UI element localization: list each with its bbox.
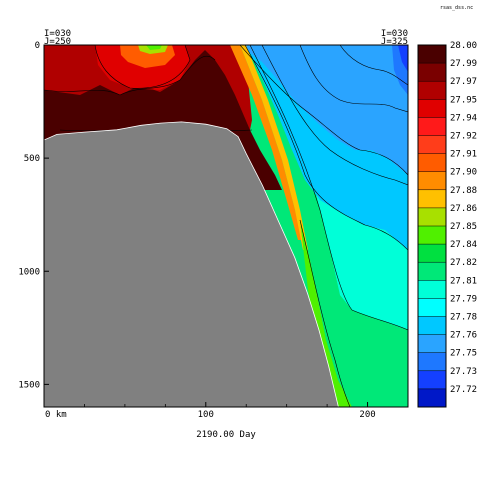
colorbar-label: 27.82 (450, 258, 477, 268)
colorbar-label: 27.97 (450, 77, 477, 87)
colorbar-label: 27.75 (450, 349, 477, 359)
colorbar-swatch (418, 207, 446, 227)
y-tick-label: 1500 (18, 380, 40, 390)
y-tick-label: 500 (24, 154, 40, 164)
colorbar-label: 27.95 (450, 95, 477, 105)
colorbar-swatch (418, 370, 446, 390)
field-deepblue (398, 45, 408, 72)
colorbar-label: 27.76 (450, 331, 477, 341)
colorbar-label: 27.90 (450, 168, 477, 178)
colorbar-label: 27.81 (450, 276, 477, 286)
colorbar-swatch (418, 334, 446, 353)
colorbar: 28.00 27.99 27.97 27.95 27.94 27.92 27.91 27.90… (417, 41, 477, 408)
corner-label-right-j: J=325 (381, 37, 408, 47)
colorbar-swatch (418, 316, 446, 335)
colorbar-swatch (418, 244, 446, 263)
y-axis: 0 500 1000 1500 (18, 41, 49, 390)
colorbar-swatch (418, 189, 446, 209)
y-tick-label: 0 (35, 41, 40, 51)
colorbar-label: 27.88 (450, 186, 477, 196)
colorbar-label: 27.73 (450, 367, 477, 377)
colorbar-swatch (418, 99, 446, 118)
colorbar-swatch (418, 81, 446, 100)
colorbar-swatch (418, 117, 446, 136)
colorbar-label: 27.92 (450, 132, 477, 142)
colorbar-swatch (418, 153, 446, 172)
colorbar-swatch (418, 298, 446, 317)
plot-area (44, 45, 408, 407)
colorbar-swatch (418, 388, 446, 408)
colorbar-label: 27.86 (450, 204, 477, 214)
colorbar-swatch (418, 45, 446, 64)
colorbar-label: 27.72 (450, 385, 477, 395)
colorbar-label: 27.78 (450, 313, 477, 323)
colorbar-label: 27.91 (450, 150, 477, 160)
colorbar-label: 27.99 (450, 59, 477, 69)
colorbar-label: 28.00 (450, 41, 477, 51)
colorbar-swatch (418, 171, 446, 191)
land-mask (44, 121, 339, 407)
colorbar-label: 27.85 (450, 222, 477, 232)
x-tick-label: 200 (359, 410, 375, 420)
colorbar-swatch (418, 135, 446, 154)
front-band-orange (230, 45, 303, 240)
colorbar-swatch (418, 280, 446, 299)
colorbar-label: 27.94 (450, 113, 477, 123)
corner-label-left-i: I=030 (44, 29, 71, 39)
colorbar-label: 27.79 (450, 294, 477, 304)
corner-label-right-i: I=030 (381, 29, 408, 39)
corner-label-left-j: J=250 (44, 37, 71, 47)
colorbar-swatch (418, 352, 446, 372)
x-axis-label: 2190.00 Day (196, 430, 256, 440)
colorbar-label: 27.84 (450, 240, 477, 250)
plot-frame (43, 44, 409, 408)
field-midblue (240, 45, 408, 175)
x-tick-label: 0 km (45, 410, 67, 420)
field-green-surface (146, 45, 162, 50)
colorbar-swatch (418, 226, 446, 245)
x-tick-label: 100 (198, 410, 214, 420)
colorbar-swatch (418, 262, 446, 281)
colorbar-swatch (418, 63, 446, 82)
y-tick-label: 1000 (18, 267, 40, 277)
file-label: rsas_dss.nc (440, 5, 473, 11)
x-axis: 0 km 100 200 (43, 402, 376, 420)
